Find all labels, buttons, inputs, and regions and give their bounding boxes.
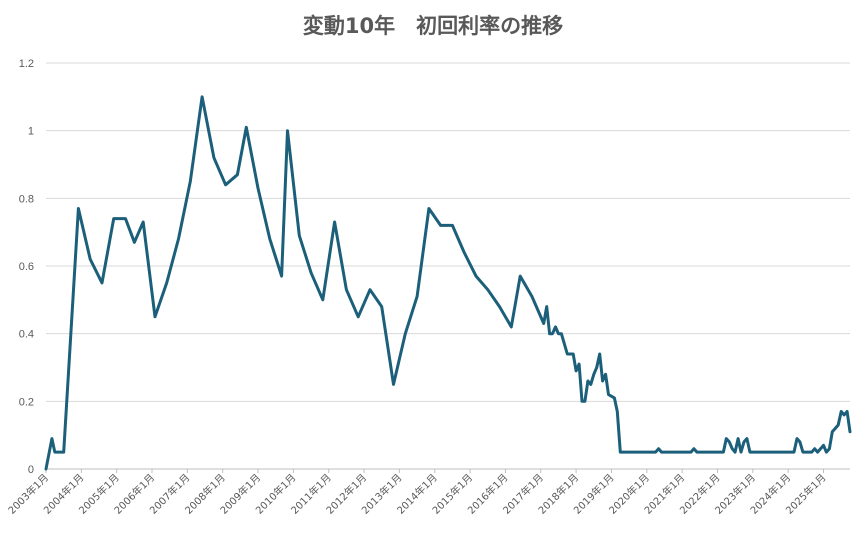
- y-tick-label: 1: [28, 126, 34, 138]
- y-tick-label: 0: [28, 464, 34, 476]
- y-tick-label: 0.4: [19, 329, 34, 341]
- y-tick-label: 0.2: [19, 396, 34, 408]
- x-axis-ticks: 2003年1月2004年1月2005年1月2006年1月2007年1月2008年…: [5, 469, 829, 517]
- y-axis-ticks: 0 0.2 0.4 0.6 0.8 1 1.2: [19, 58, 34, 476]
- series-line: [44, 95, 852, 471]
- series-layer: [44, 95, 852, 471]
- chart-title: 変動10年 初回利率の推移: [303, 14, 563, 38]
- y-tick-label: 0.8: [19, 193, 34, 205]
- y-tick-label: 0.6: [19, 261, 34, 273]
- gridlines: [46, 62, 850, 470]
- y-tick-label: 1.2: [19, 58, 34, 70]
